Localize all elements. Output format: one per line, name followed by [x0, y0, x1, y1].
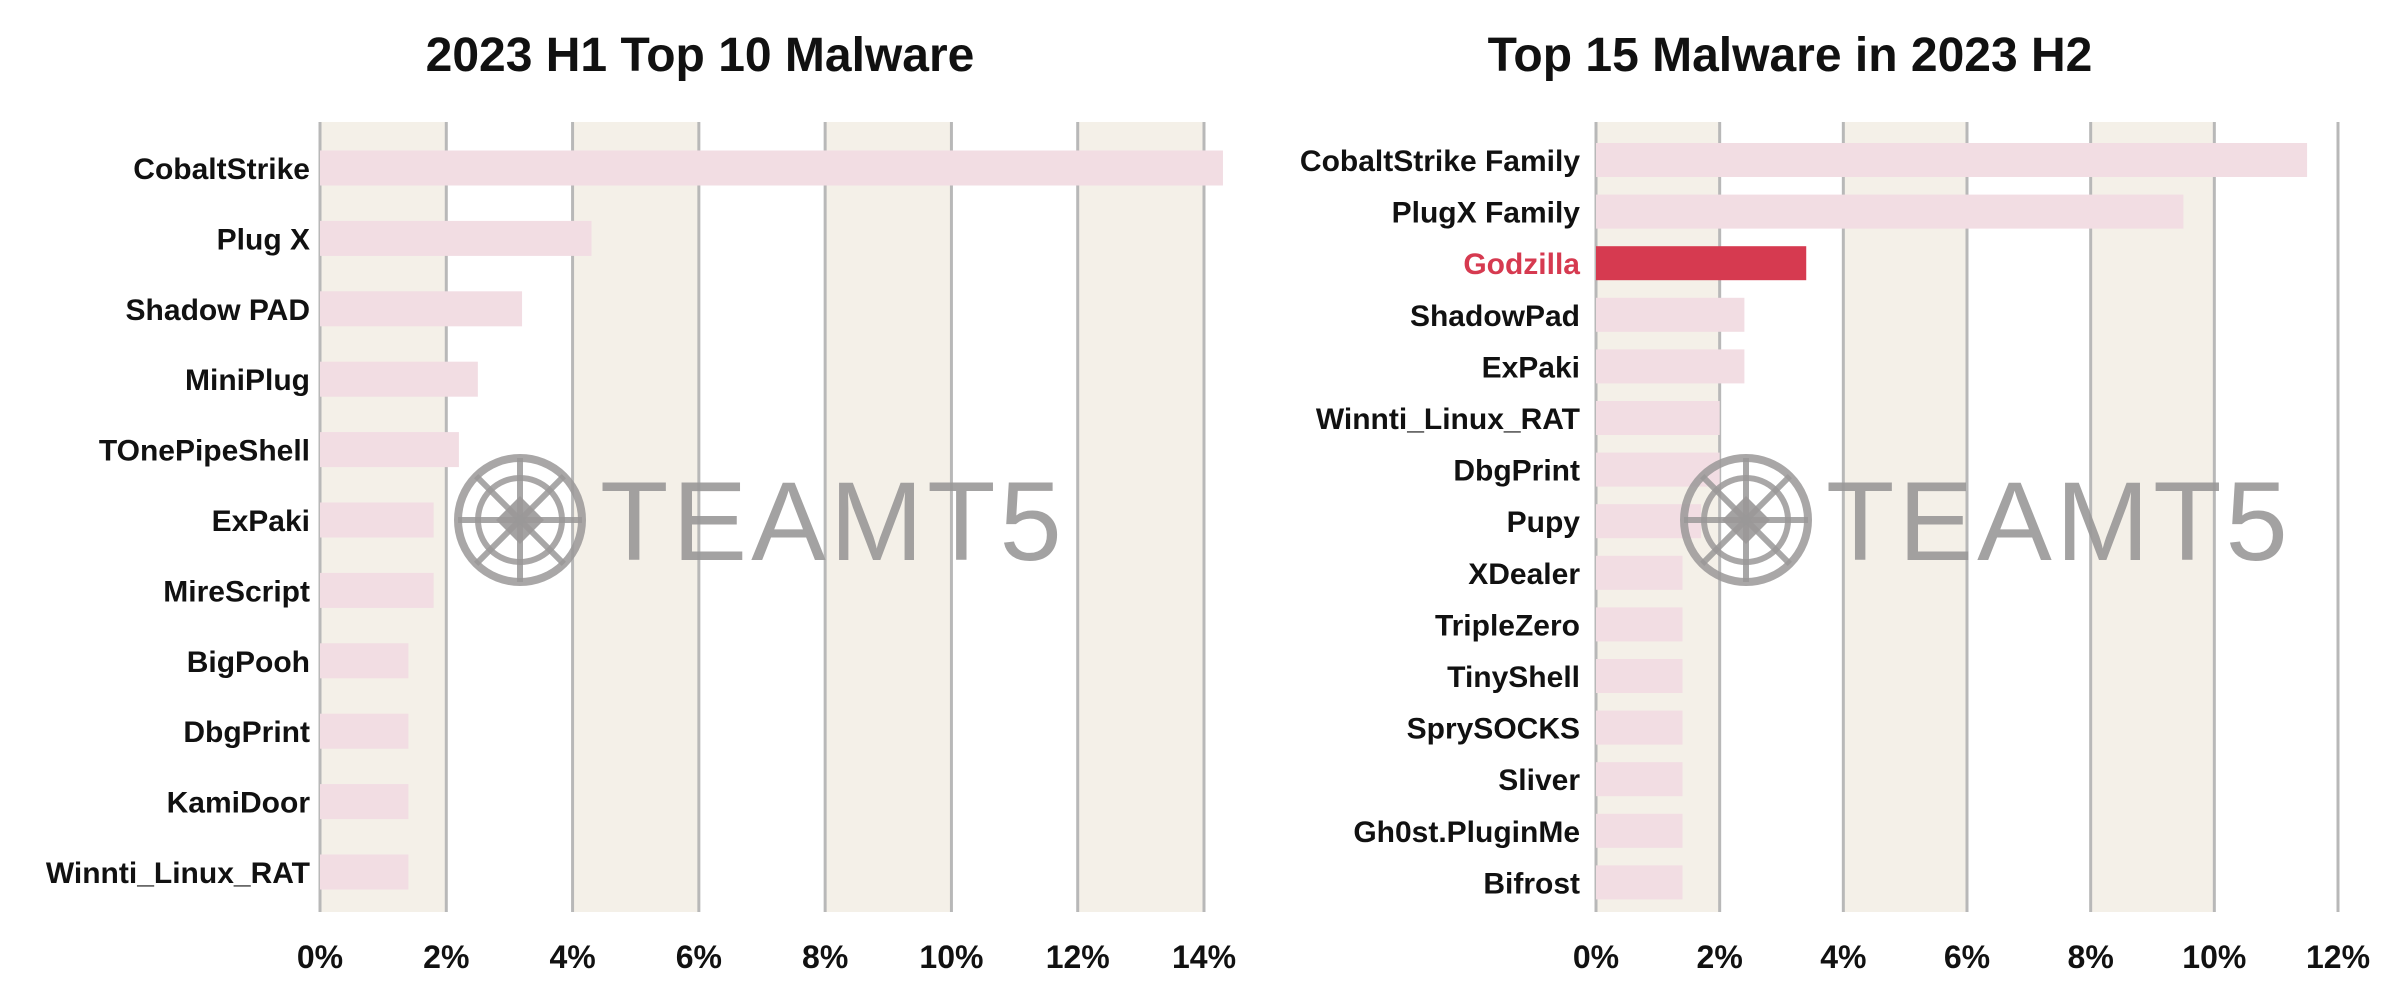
chart-h2-malware: 0% 2% 4% 6% 8% 10% 12% CobaltStrike Family PlugX…	[1300, 122, 2370, 975]
chart-title-h1: 2023 H1 Top 10 Malware	[425, 29, 975, 82]
bar	[1596, 349, 1745, 384]
category-label: Bifrost	[1483, 867, 1580, 900]
x-tick-label: 12%	[2306, 939, 2370, 975]
x-tick-label: 4%	[549, 939, 595, 975]
bar	[320, 291, 523, 327]
bar	[320, 854, 409, 890]
chart-title-h2: Top 15 Malware in 2023 H2	[1487, 29, 2093, 82]
bar	[1596, 813, 1683, 848]
watermark-text: TEAMT5	[1826, 459, 2292, 584]
category-label: Shadow PAD	[126, 294, 310, 327]
category-label: BigPooh	[187, 646, 310, 679]
category-label: TinyShell	[1447, 661, 1580, 694]
watermark-center	[496, 496, 544, 544]
grid-band	[572, 122, 699, 912]
teamt5-watermark-left: TEAMT5	[454, 454, 1066, 586]
x-tick-label: 4%	[1820, 939, 1866, 975]
bar	[320, 784, 409, 820]
category-label: ExPaki	[1482, 351, 1580, 384]
bar	[1596, 143, 2308, 177]
x-tick-label: 12%	[1046, 939, 1110, 975]
bar	[1596, 297, 1745, 332]
x-tick-label: 10%	[2182, 939, 2246, 975]
bar	[1596, 710, 1683, 745]
grid-band	[1077, 122, 1204, 912]
category-label: CobaltStrike	[133, 153, 310, 186]
category-label: ShadowPad	[1410, 300, 1580, 333]
category-label: MiniPlug	[185, 364, 310, 397]
watermark-text: TEAMT5	[600, 459, 1066, 584]
bar	[1596, 555, 1683, 590]
chart-h1-malware: 0% 2% 4% 6% 8% 10% 12% 14% CobaltStrike Plug X Sha…	[46, 122, 1236, 975]
category-label: Godzilla	[1463, 248, 1580, 281]
bar	[320, 150, 1223, 186]
grid-band	[2090, 122, 2215, 912]
bar	[1596, 401, 1720, 435]
category-label: TOnePipeShell	[99, 435, 310, 468]
category-label: DbgPrint	[183, 716, 310, 749]
category-label: Sliver	[1498, 764, 1580, 797]
bar	[320, 572, 434, 608]
grid-band	[825, 122, 952, 912]
category-label: KamiDoor	[167, 787, 311, 820]
bar	[1596, 762, 1683, 797]
bar	[1596, 607, 1683, 642]
x-tick-label: 6%	[1944, 939, 1990, 975]
x-tick-label: 2%	[1697, 939, 1743, 975]
x-tick-label: 0%	[1573, 939, 1619, 975]
category-label: PlugX Family	[1392, 197, 1581, 230]
bar	[320, 713, 409, 749]
bar	[320, 643, 409, 679]
category-label: Plug X	[217, 223, 310, 256]
bar	[320, 220, 592, 256]
x-tick-label: 10%	[919, 939, 983, 975]
watermark-center	[1722, 496, 1770, 544]
category-label: CobaltStrike Family	[1300, 145, 1580, 178]
x-tick-label: 8%	[2068, 939, 2114, 975]
x-tick-label: 2%	[423, 939, 469, 975]
category-label: XDealer	[1468, 558, 1580, 591]
bar	[320, 502, 434, 538]
x-tick-label: 0%	[297, 939, 343, 975]
bar	[320, 361, 478, 397]
x-tick-label: 8%	[802, 939, 848, 975]
bar	[1596, 659, 1683, 693]
category-label: ExPaki	[212, 505, 310, 538]
grid-band	[1843, 122, 1967, 912]
category-label: SprySOCKS	[1407, 713, 1580, 746]
bar	[320, 432, 459, 468]
category-label: Winnti_Linux_RAT	[1316, 403, 1580, 436]
category-label: Gh0st.PluginMe	[1353, 816, 1580, 849]
bar	[1596, 246, 1807, 281]
category-label: TripleZero	[1435, 609, 1580, 642]
category-label: DbgPrint	[1453, 455, 1580, 488]
x-tick-label: 6%	[676, 939, 722, 975]
category-label: MireScript	[163, 575, 310, 608]
bar	[1596, 194, 2184, 229]
x-tick-label: 14%	[1172, 939, 1236, 975]
bar	[1596, 865, 1683, 900]
category-label: Winnti_Linux_RAT	[46, 857, 310, 890]
teamt5-watermark-right: TEAMT5	[1680, 454, 2292, 586]
category-label: Pupy	[1507, 506, 1581, 539]
